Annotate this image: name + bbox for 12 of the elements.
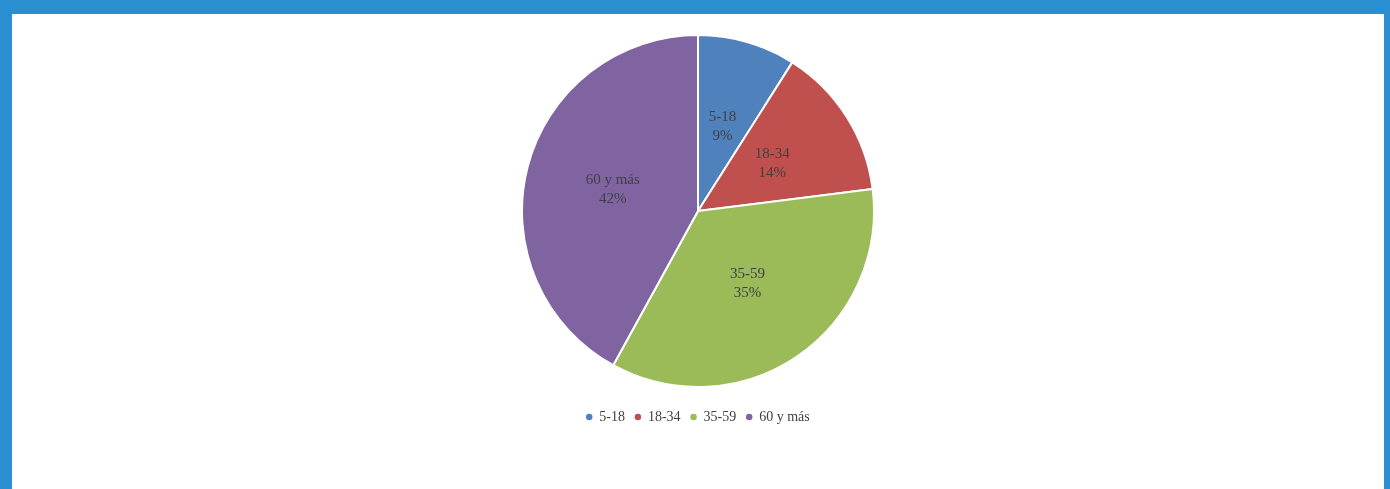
data-label: 42% — [599, 189, 627, 206]
data-label: 14% — [758, 164, 787, 181]
legend-label: 35-59 — [703, 408, 737, 424]
data-label: 9% — [712, 126, 733, 143]
legend-label: 60 y más — [759, 408, 810, 424]
slice-label: 5-18 — [708, 107, 737, 124]
slice-label: 18-34 — [754, 145, 791, 162]
legend-label: 18-34 — [647, 408, 681, 424]
legend-label: 5-18 — [599, 408, 625, 424]
data-label: 35% — [733, 284, 762, 301]
slice-label: 60 y más — [585, 170, 640, 187]
slice-label: 35-59 — [729, 265, 765, 282]
